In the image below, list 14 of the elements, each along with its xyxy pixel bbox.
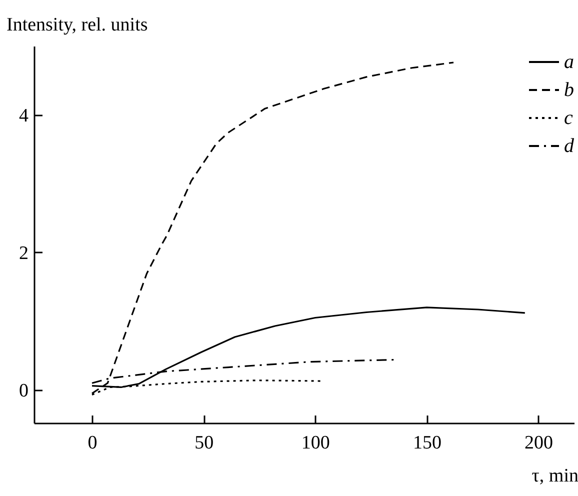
x-tick-label: 100 [301, 432, 330, 454]
legend-label: c [564, 107, 573, 129]
legend-label: a [564, 51, 574, 73]
y-tick-label: 2 [19, 242, 28, 264]
x-tick-label: 50 [194, 432, 214, 454]
legend-label: b [564, 79, 574, 101]
x-tick-label: 0 [88, 432, 98, 454]
x-tick-label: 150 [412, 432, 442, 454]
x-axis-title: τ, min [532, 466, 578, 486]
y-tick-label: 4 [19, 105, 29, 126]
x-tick-label: 200 [524, 432, 554, 454]
legend-label: d [564, 135, 575, 157]
y-axis-title: Intensity, rel. units [6, 14, 148, 36]
y-tick-label: 0 [19, 380, 28, 402]
